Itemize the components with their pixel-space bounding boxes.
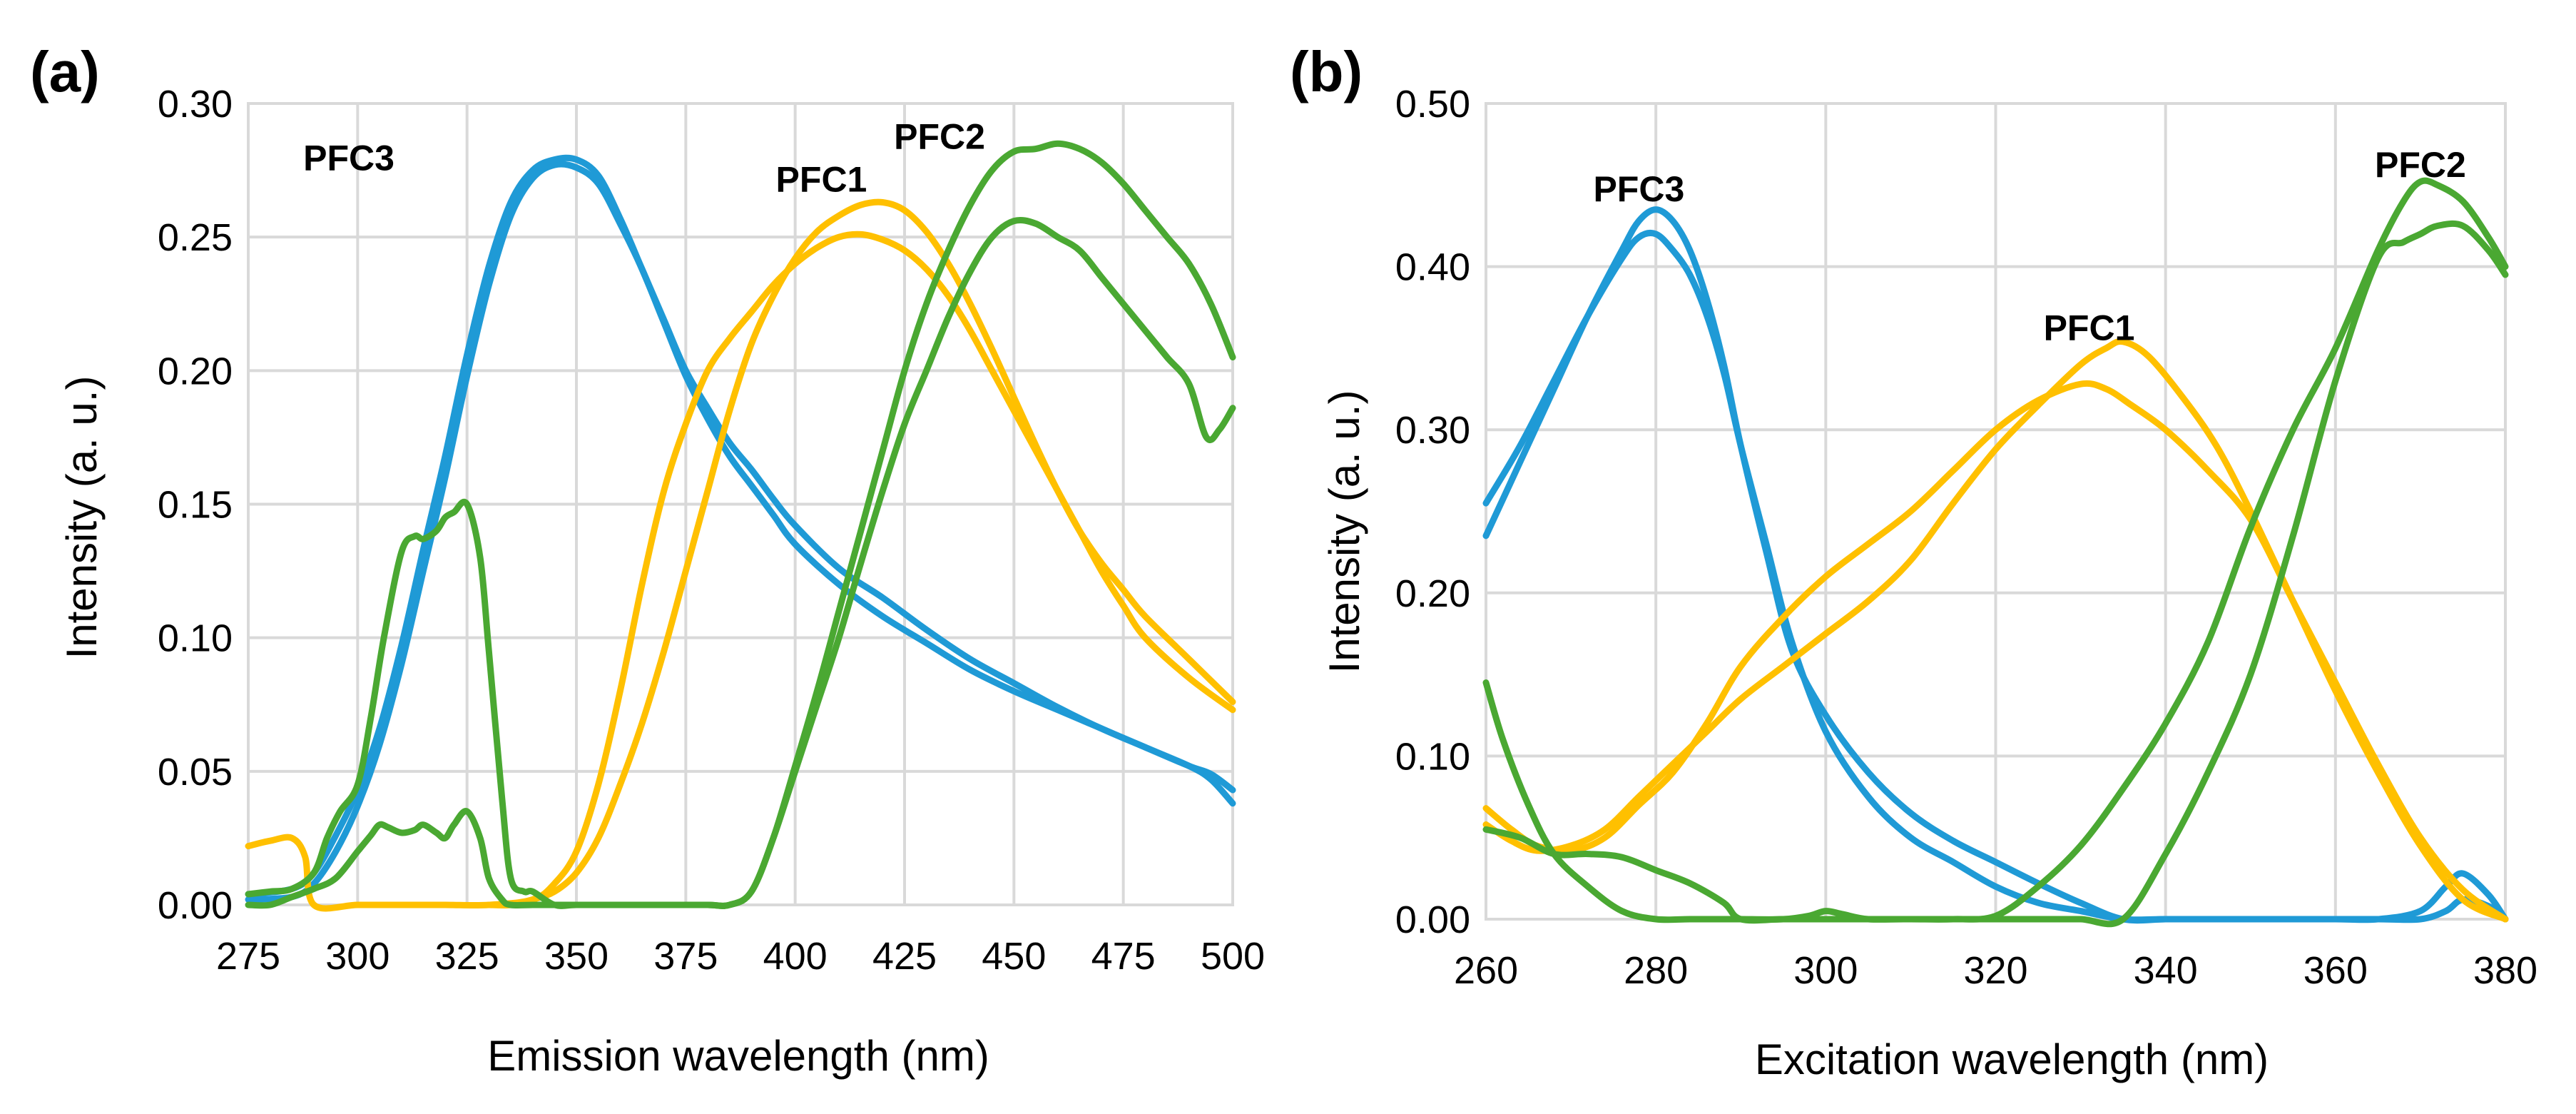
x-tick-label: 320 — [1963, 949, 2027, 992]
panel-a: (a) 275 300 325 350 375 400 425 450 475 500 0.00 0.… — [30, 40, 1265, 1080]
series-label-pfc1: PFC1 — [776, 160, 867, 200]
y-tick-label: 0.30 — [158, 83, 233, 126]
x-tick-label: 400 — [763, 935, 828, 978]
y-axis-title-b: Intensity (a. u.) — [1320, 390, 1368, 674]
series-line-pfc1-3 — [485, 198, 1236, 909]
y-tick-label: 0.00 — [158, 884, 233, 927]
panel-label-b: (b) — [1290, 40, 1363, 103]
y-tick-label: 0.05 — [158, 751, 233, 794]
y-tick-label: 0.40 — [1395, 246, 1470, 289]
x-tick-label: 475 — [1091, 935, 1156, 978]
series-labels-b: PFC3 PFC1 PFC2 — [1593, 145, 2465, 348]
panel-label-a: (a) — [30, 40, 100, 103]
grid-a — [247, 102, 1234, 906]
series-line-pfc3-1 — [245, 154, 1236, 898]
series-label-pfc2: PFC2 — [2375, 145, 2466, 185]
y-tick-label: 0.20 — [1395, 572, 1470, 615]
y-tick-label: 0.20 — [158, 350, 233, 393]
y-tick-label: 0.15 — [158, 484, 233, 527]
x-tick-label: 380 — [2473, 949, 2537, 992]
x-tick-label: 300 — [325, 935, 390, 978]
series-line-pfc1-3 — [1482, 338, 2509, 923]
x-tick-label: 425 — [872, 935, 937, 978]
x-tick-label: 300 — [1793, 949, 1858, 992]
series-b — [1482, 177, 2509, 928]
x-tick-label: 375 — [653, 935, 718, 978]
series-a — [245, 140, 1236, 912]
series-label-pfc3: PFC3 — [1593, 169, 1684, 209]
x-tick-label: 500 — [1201, 935, 1265, 978]
series-labels-a: PFC3 PFC1 PFC2 — [303, 117, 985, 200]
series-line-pfc1-2 — [1482, 380, 2509, 923]
x-tick-label: 260 — [1454, 949, 1518, 992]
y-tick-label: 0.10 — [1395, 735, 1470, 778]
panel-b: (b) 260 280 300 320 340 360 380 0.00 0.10 0.20 0.3… — [1290, 40, 2537, 1083]
x-tick-label: 350 — [544, 935, 609, 978]
x-tick-label: 280 — [1624, 949, 1688, 992]
y-tick-label: 0.10 — [158, 617, 233, 660]
x-tick-label: 450 — [982, 935, 1046, 978]
y-tick-label: 0.30 — [1395, 409, 1470, 452]
x-tick-label: 275 — [216, 935, 280, 978]
series-label-pfc3: PFC3 — [303, 138, 394, 178]
x-axis-title-a: Emission wavelength (nm) — [487, 1032, 989, 1080]
series-label-pfc2: PFC2 — [894, 117, 985, 157]
x-tick-label: 325 — [435, 935, 499, 978]
y-axis-title-a: Intensity (a. u.) — [58, 376, 106, 659]
series-line-pfc3-1 — [1482, 206, 2509, 924]
y-tick-label: 0.50 — [1395, 83, 1470, 126]
x-tick-label: 360 — [2303, 949, 2368, 992]
x-tick-label: 340 — [2134, 949, 2198, 992]
tick-labels-b: 260 280 300 320 340 360 380 0.00 0.10 0.20 0.30 0.4… — [1395, 83, 2537, 992]
series-line-pfc2-5 — [245, 140, 1236, 909]
series-line-pfc3-0 — [245, 161, 1236, 903]
y-tick-label: 0.25 — [158, 216, 233, 259]
series-line-pfc2-5 — [1482, 177, 2509, 924]
series-label-pfc1: PFC1 — [2044, 308, 2135, 348]
y-tick-label: 0.00 — [1395, 898, 1470, 941]
series-line-pfc2-4 — [1482, 220, 2509, 928]
tick-labels-a: 275 300 325 350 375 400 425 450 475 500 0.00 0.05 0.… — [158, 83, 1265, 978]
x-axis-title-b: Excitation wavelength (nm) — [1755, 1035, 2269, 1083]
